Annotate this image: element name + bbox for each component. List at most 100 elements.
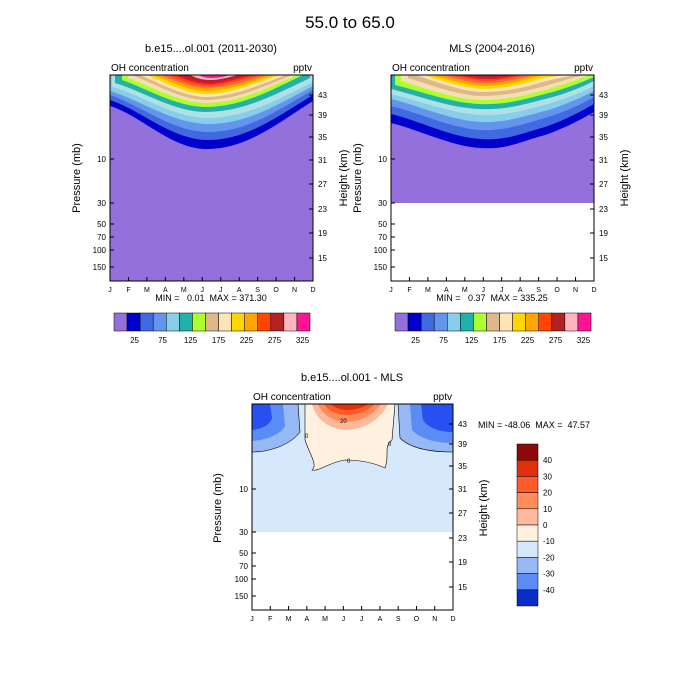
month-label: N [292,287,297,294]
colorbar-label: -20 [543,553,555,562]
panel-mls-right-label: pptv [574,63,593,74]
mls-colorbar: 25 75 125 175 225 275 325 [394,312,592,345]
diff-contour-zero-line [304,404,396,471]
tick-label: 43 [599,91,608,100]
colorbar-swatch [516,557,539,574]
panel-diff-title: b.e15....ol.001 - MLS [301,372,403,384]
colorbar-label: 325 [577,336,591,345]
main-title: 55.0 to 65.0 [305,13,395,32]
tick-label: 15 [458,583,467,592]
month-label: N [573,287,578,294]
tick-label: 30 [378,199,387,208]
diff-contour-label: 20 [340,419,347,425]
month-label: J [342,616,346,623]
colorbar-label: 0 [543,521,548,530]
model-ylabel-right: Height (km) [338,150,350,207]
colorbar-label: 325 [296,336,310,345]
month-label: D [310,287,315,294]
tick-label: 70 [97,233,106,242]
tick-label: 50 [239,549,248,558]
tick-label: 30 [97,199,106,208]
colorbar-swatch [499,312,513,332]
tick-label: 15 [318,254,327,263]
month-label: S [396,616,401,623]
month-label: S [255,287,260,294]
month-label: J [219,287,223,294]
mls-ylabel: Pressure (mb) [352,143,364,213]
tick-label: 43 [458,420,467,429]
month-label: J [108,287,112,294]
colorbar-swatch [283,312,298,332]
month-label: A [444,287,449,294]
colorbar-swatch [257,312,272,332]
colorbar-swatch [577,312,592,332]
colorbar-swatch [420,312,435,332]
tick-label: 23 [318,205,327,214]
colorbar-label: 225 [521,336,535,345]
colorbar-swatch [516,573,539,591]
colorbar-label: 25 [411,336,420,345]
panel-mls: MLS (2004-2016) OH concentration pptv [352,43,631,345]
colorbar-swatch [407,312,422,332]
month-label: A [518,287,523,294]
tick-label: 31 [599,156,608,165]
colorbar-label: -10 [543,537,555,546]
colorbar-swatch [205,312,219,332]
panel-diff-contours: 0 20 0 0 [252,404,453,532]
colorbar-label: 225 [240,336,254,345]
colorbar-label: 125 [184,336,198,345]
colorbar-label: 75 [439,336,448,345]
colorbar-label: 10 [543,505,552,514]
tick-label: 10 [378,155,387,164]
tick-label: 39 [458,440,467,449]
diff-contour-label: 0 [388,442,392,448]
tick-label: 19 [599,229,608,238]
month-label: F [407,287,411,294]
month-label: M [322,616,328,623]
colorbar-swatch [516,589,539,607]
tick-label: 10 [239,485,248,494]
diff-band-neg30-left [252,404,272,430]
month-label: J [389,287,393,294]
colorbar-swatch [433,312,448,332]
panel-model-left-label: OH concentration [111,63,189,74]
month-label: F [268,616,272,623]
tick-label: 23 [599,205,608,214]
colorbar-label: 20 [543,489,552,498]
tick-label: 100 [374,246,388,255]
colorbar-swatch [244,312,258,332]
month-label: J [360,616,364,623]
colorbar-label: 25 [130,336,139,345]
colorbar-swatch [460,312,474,332]
month-label: J [250,616,254,623]
tick-label: 70 [378,233,387,242]
colorbar-label: 275 [268,336,282,345]
month-label: M [144,287,150,294]
month-label: M [286,616,292,623]
tick-label: 43 [318,91,327,100]
colorbar-swatch [473,312,487,332]
colorbar-swatch [516,459,539,477]
month-label: S [536,287,541,294]
panel-diff: b.e15....ol.001 - MLS OH concentration p… [212,372,590,623]
colorbar-swatch [486,312,500,332]
colorbar-label: 275 [549,336,563,345]
colorbar-swatch [516,492,539,510]
tick-label: 50 [378,220,387,229]
tick-label: 19 [318,229,327,238]
colorbar-label: 125 [465,336,479,345]
panel-diff-axes: 10 30 50 70 100 150 43 39 35 31 [212,420,490,623]
diff-contour-label: 0 [347,459,351,465]
panel-diff-right-label: pptv [433,392,452,403]
colorbar-swatch [512,312,526,332]
colorbar-label: 30 [543,472,552,481]
tick-label: 70 [239,562,248,571]
tick-label: 100 [235,575,249,584]
tick-label: 150 [93,263,107,272]
tick-label: 27 [458,509,467,518]
panel-model-frame [109,74,314,282]
tick-label: 35 [599,133,608,142]
panel-mls-frame [390,74,595,282]
